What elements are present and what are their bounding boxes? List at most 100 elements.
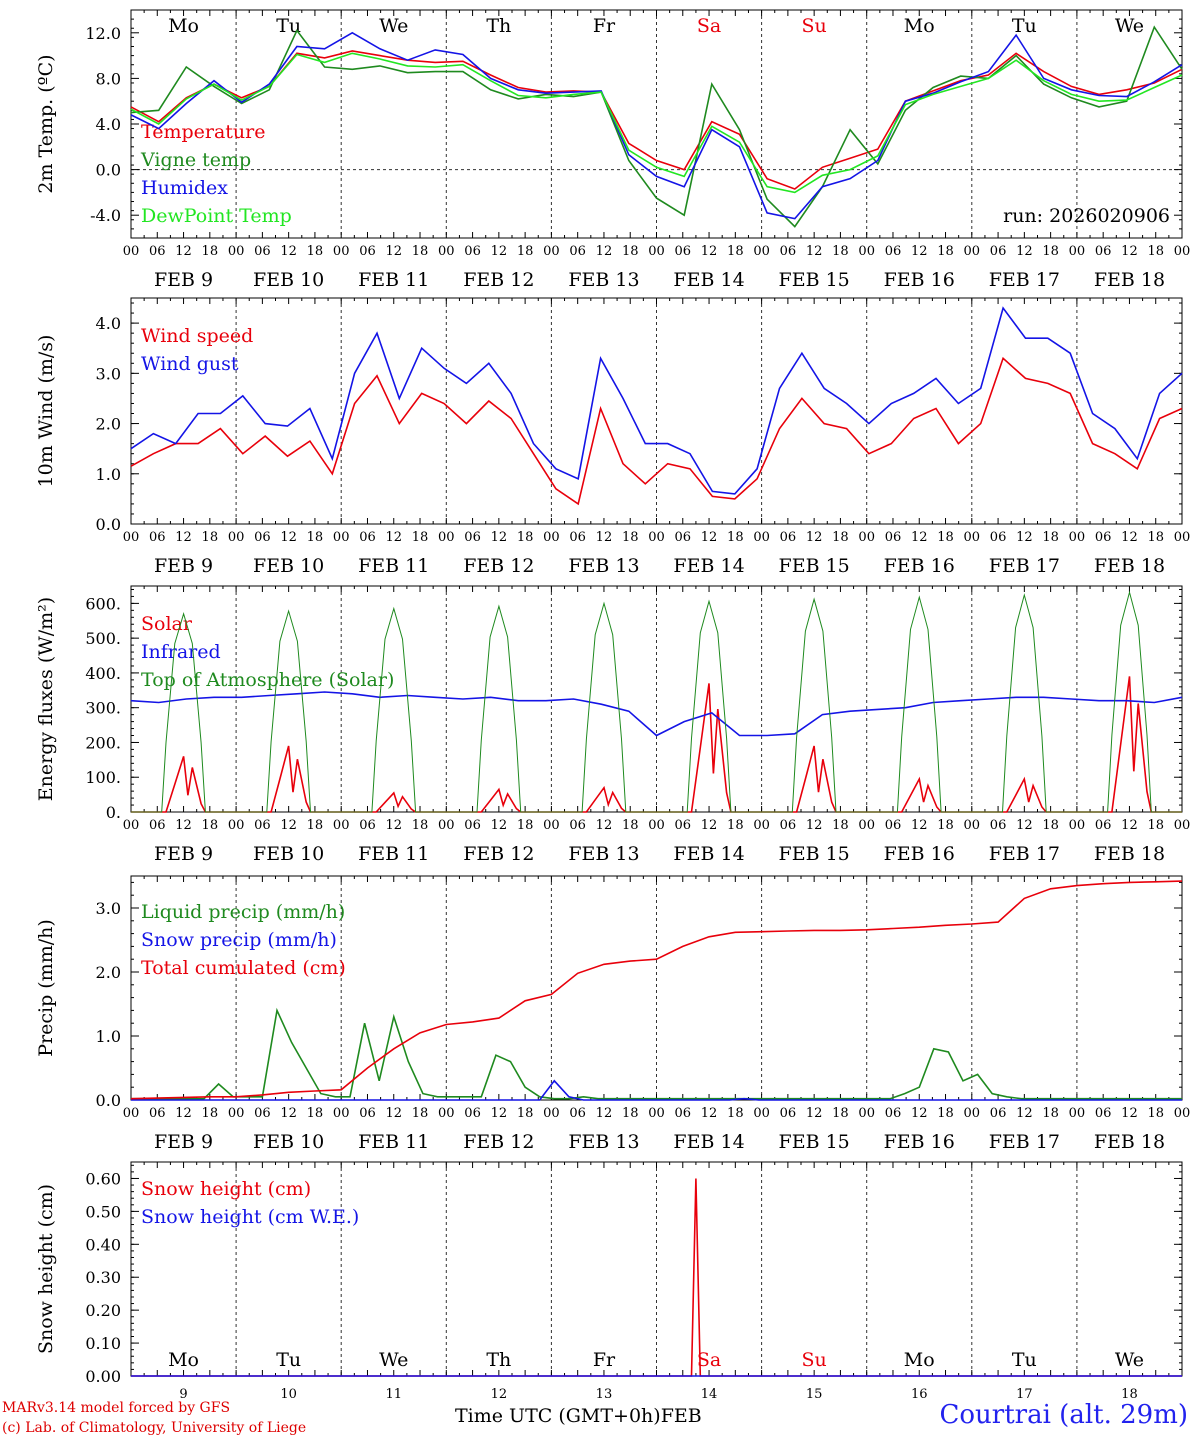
hour-tick-label: 00 bbox=[228, 244, 245, 259]
weekday-label: Sa bbox=[697, 1349, 721, 1371]
hour-tick-label: 18 bbox=[622, 1106, 639, 1121]
y-tick-label: 2.0 bbox=[96, 963, 121, 982]
hour-tick-label: 06 bbox=[990, 244, 1007, 259]
date-label: FEB 13 bbox=[568, 1131, 639, 1153]
weekday-label: Tu bbox=[276, 1349, 301, 1371]
series-line-green bbox=[131, 1007, 1182, 1100]
series-line-blue bbox=[130, 31, 1183, 220]
hour-tick-label: 00 bbox=[753, 530, 770, 545]
x-axis-label: Time UTC (GMT+0h) bbox=[455, 1405, 661, 1427]
date-label: FEB 9 bbox=[154, 1131, 213, 1153]
legend-entry: Temperature bbox=[141, 121, 265, 143]
hour-tick-label: 00 bbox=[1174, 818, 1191, 833]
y-tick-label: 0.10 bbox=[85, 1334, 121, 1353]
hour-tick-label: 06 bbox=[675, 1106, 692, 1121]
hour-tick-label: 00 bbox=[753, 244, 770, 259]
series-line-red bbox=[130, 356, 1183, 506]
y-tick-label: 600. bbox=[85, 594, 121, 613]
y-tick-label: -4.0 bbox=[90, 206, 121, 225]
hour-tick-label: 18 bbox=[412, 244, 429, 259]
date-label: FEB 13 bbox=[568, 269, 639, 291]
hour-tick-label: 00 bbox=[333, 818, 350, 833]
hour-tick-label: 12 bbox=[911, 818, 928, 833]
hour-tick-label: 06 bbox=[464, 530, 481, 545]
hour-tick-label: 18 bbox=[832, 818, 849, 833]
hour-tick-label: 18 bbox=[202, 818, 219, 833]
legend-entry: Wind gust bbox=[141, 353, 239, 375]
y-tick-label: 0. bbox=[106, 803, 121, 822]
hour-tick-label: 06 bbox=[990, 818, 1007, 833]
hour-tick-label: 06 bbox=[569, 244, 586, 259]
y-tick-label: 4.0 bbox=[96, 314, 121, 333]
hour-tick-label: 06 bbox=[359, 244, 376, 259]
hour-tick-label: 18 bbox=[307, 818, 324, 833]
hour-tick-label: 06 bbox=[1095, 530, 1112, 545]
date-label: FEB 11 bbox=[358, 269, 429, 291]
hour-tick-label: 00 bbox=[333, 1106, 350, 1121]
weekday-label: Su bbox=[802, 15, 827, 37]
hour-tick-label: 00 bbox=[1069, 530, 1086, 545]
hour-tick-label: 18 bbox=[517, 1106, 534, 1121]
hour-tick-label: 00 bbox=[1174, 244, 1191, 259]
date-label: FEB 14 bbox=[673, 269, 744, 291]
hour-tick-label: 12 bbox=[280, 1106, 297, 1121]
date-label: FEB 18 bbox=[1094, 269, 1165, 291]
date-label: FEB 12 bbox=[463, 843, 534, 865]
hour-tick-label: 00 bbox=[648, 818, 665, 833]
date-label: FEB 17 bbox=[989, 843, 1060, 865]
date-label: FEB 10 bbox=[253, 1131, 324, 1153]
hour-tick-label: 18 bbox=[517, 244, 534, 259]
hour-tick-label: 12 bbox=[596, 818, 613, 833]
y-axis-label: 2m Temp. (ºC) bbox=[35, 54, 57, 193]
hour-tick-label: 00 bbox=[648, 530, 665, 545]
hour-tick-label: 00 bbox=[858, 244, 875, 259]
hour-tick-label: 18 bbox=[412, 1106, 429, 1121]
hour-tick-label: 18 bbox=[832, 1106, 849, 1121]
series-line-red bbox=[130, 880, 1183, 1100]
hour-tick-label: 12 bbox=[911, 244, 928, 259]
hour-tick-label: 12 bbox=[911, 530, 928, 545]
series-line-blue bbox=[130, 691, 1183, 737]
y-tick-label: 0.0 bbox=[96, 515, 121, 534]
hour-tick-label: 12 bbox=[385, 1106, 402, 1121]
day-number-label: 18 bbox=[1121, 1387, 1138, 1402]
hour-tick-label: 06 bbox=[885, 818, 902, 833]
hour-tick-label: 12 bbox=[1016, 1106, 1033, 1121]
hour-tick-label: 00 bbox=[438, 1106, 455, 1121]
y-tick-label: 2.0 bbox=[96, 415, 121, 434]
hour-tick-label: 18 bbox=[1147, 818, 1164, 833]
y-axis-label: Precip (mm/h) bbox=[35, 919, 57, 1057]
y-tick-label: 0.0 bbox=[96, 161, 121, 180]
hour-tick-label: 12 bbox=[385, 530, 402, 545]
hour-tick-label: 12 bbox=[596, 530, 613, 545]
hour-tick-label: 18 bbox=[937, 244, 954, 259]
hour-tick-label: 18 bbox=[517, 530, 534, 545]
weekday-label: Tu bbox=[276, 15, 301, 37]
hour-tick-label: 18 bbox=[1042, 1106, 1059, 1121]
hour-tick-label: 06 bbox=[359, 1106, 376, 1121]
hour-tick-label: 12 bbox=[596, 1106, 613, 1121]
hour-tick-label: 06 bbox=[780, 530, 797, 545]
hour-tick-label: 06 bbox=[885, 244, 902, 259]
weekday-label: Mo bbox=[168, 15, 199, 37]
hour-tick-label: 12 bbox=[491, 818, 508, 833]
weekday-label: Fr bbox=[593, 15, 616, 37]
hour-tick-label: 18 bbox=[202, 530, 219, 545]
y-tick-label: 400. bbox=[85, 664, 121, 683]
hour-tick-label: 06 bbox=[359, 818, 376, 833]
hour-tick-label: 12 bbox=[175, 244, 192, 259]
weekday-label: Sa bbox=[697, 15, 721, 37]
hour-tick-label: 18 bbox=[1147, 1106, 1164, 1121]
hour-tick-label: 12 bbox=[596, 244, 613, 259]
hour-tick-label: 18 bbox=[622, 818, 639, 833]
hour-tick-label: 00 bbox=[333, 530, 350, 545]
day-number-label: 10 bbox=[280, 1387, 297, 1402]
date-label: FEB 16 bbox=[884, 1131, 955, 1153]
hour-tick-label: 12 bbox=[491, 244, 508, 259]
hour-tick-label: 12 bbox=[1121, 530, 1138, 545]
hour-tick-label: 06 bbox=[569, 1106, 586, 1121]
weekday-label: We bbox=[379, 1349, 408, 1371]
y-tick-label: 0.60 bbox=[85, 1169, 121, 1188]
day-number-label: 12 bbox=[491, 1387, 508, 1402]
